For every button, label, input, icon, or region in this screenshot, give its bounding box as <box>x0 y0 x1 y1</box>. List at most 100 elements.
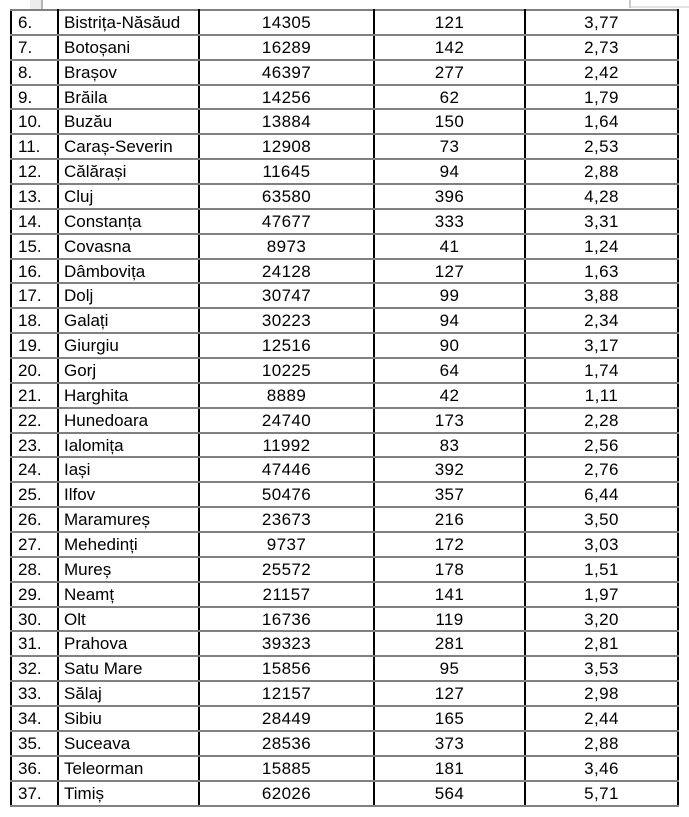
table-row: 8. Brașov 46397 277 2,42 <box>10 58 679 86</box>
value2-cell: 41 <box>373 232 526 260</box>
value3-cell: 2,44 <box>524 705 679 732</box>
value3-cell: 1,79 <box>524 83 679 111</box>
value1-cell: 8889 <box>198 381 375 409</box>
value2-cell: 178 <box>373 555 526 583</box>
county-name-cell: Covasna <box>57 232 200 260</box>
value1-cell: 13884 <box>198 108 375 136</box>
table-row: 10. Buzău 13884 150 1,64 <box>10 108 679 136</box>
value1-cell: 12157 <box>198 680 375 708</box>
county-name-cell: Hunedoara <box>57 406 200 434</box>
county-name-cell: Mehedinți <box>57 531 200 558</box>
county-name-cell: Dolj <box>57 282 200 310</box>
value1-cell: 12516 <box>198 332 375 360</box>
table-row: 21. Harghita 8889 42 1,11 <box>10 381 679 409</box>
county-name-cell: Harghita <box>57 381 200 409</box>
row-number-cell: 17. <box>10 282 59 310</box>
row-number-cell: 24. <box>10 456 59 484</box>
table-row: 31. Prahova 39323 281 2,81 <box>10 630 679 658</box>
row-number-cell: 14. <box>10 207 59 235</box>
row-number-cell: 18. <box>10 307 59 335</box>
row-number-cell: 30. <box>10 605 59 633</box>
table-row: 20. Gorj 10225 64 1,74 <box>10 357 679 384</box>
table-row: 29. Neamț 21157 141 1,97 <box>10 580 679 608</box>
table-row: 11. Caraș-Severin 12908 73 2,53 <box>10 133 679 161</box>
county-name-cell: Gorj <box>57 357 200 384</box>
value1-cell: 50476 <box>198 481 375 509</box>
county-name-cell: Giurgiu <box>57 332 200 360</box>
county-name-cell: Caraș-Severin <box>57 133 200 161</box>
row-number-cell: 31. <box>10 630 59 658</box>
value3-cell: 3,31 <box>524 207 679 235</box>
value2-cell: 90 <box>373 332 526 360</box>
value2-cell: 73 <box>373 133 526 161</box>
value1-cell: 47677 <box>198 207 375 235</box>
county-name-cell: Satu Mare <box>57 655 200 683</box>
value2-cell: 357 <box>373 481 526 509</box>
table-row: 36. Teleorman 15885 181 3,46 <box>10 754 679 782</box>
value2-cell: 150 <box>373 108 526 136</box>
value3-cell: 1,24 <box>524 232 679 260</box>
value1-cell: 9737 <box>198 531 375 558</box>
row-number-cell: 11. <box>10 133 59 161</box>
row-number-cell: 22. <box>10 406 59 434</box>
value2-cell: 121 <box>373 9 526 36</box>
county-name-cell: Botoșani <box>57 33 200 61</box>
value3-cell: 3,17 <box>524 332 679 360</box>
value3-cell: 2,98 <box>524 680 679 708</box>
value2-cell: 277 <box>373 58 526 86</box>
county-name-cell: Iași <box>57 456 200 484</box>
row-number-cell: 8. <box>10 58 59 86</box>
value3-cell: 2,88 <box>524 158 679 186</box>
row-number-cell: 23. <box>10 431 59 459</box>
county-table-body: 6. Bistrița-Năsăud 14305 121 3,77 7. Bot… <box>10 9 679 807</box>
value1-cell: 24128 <box>198 257 375 285</box>
county-name-cell: Teleorman <box>57 754 200 782</box>
value1-cell: 30747 <box>198 282 375 310</box>
value2-cell: 62 <box>373 83 526 111</box>
value3-cell: 2,34 <box>524 307 679 335</box>
cropped-row-remnant-right <box>629 0 631 8</box>
county-name-cell: Suceava <box>57 729 200 757</box>
value1-cell: 10225 <box>198 357 375 384</box>
value3-cell: 3,50 <box>524 506 679 534</box>
value3-cell: 3,03 <box>524 531 679 558</box>
value1-cell: 14256 <box>198 83 375 111</box>
county-name-cell: Bistrița-Năsăud <box>57 9 200 36</box>
value2-cell: 119 <box>373 605 526 633</box>
table-row: 33. Sălaj 12157 127 2,98 <box>10 680 679 708</box>
value2-cell: 181 <box>373 754 526 782</box>
value1-cell: 15856 <box>198 655 375 683</box>
table-row: 23. Ialomița 11992 83 2,56 <box>10 431 679 459</box>
value1-cell: 62026 <box>198 779 375 807</box>
county-name-cell: Neamț <box>57 580 200 608</box>
value3-cell: 4,28 <box>524 183 679 210</box>
county-name-cell: Brașov <box>57 58 200 86</box>
table-row: 37. Timiș 62026 564 5,71 <box>10 779 679 807</box>
county-name-cell: Călărași <box>57 158 200 186</box>
value2-cell: 127 <box>373 680 526 708</box>
value2-cell: 95 <box>373 655 526 683</box>
county-name-cell: Constanța <box>57 207 200 235</box>
value1-cell: 12908 <box>198 133 375 161</box>
row-number-cell: 32. <box>10 655 59 683</box>
value3-cell: 1,63 <box>524 257 679 285</box>
value3-cell: 3,88 <box>524 282 679 310</box>
value2-cell: 396 <box>373 183 526 210</box>
value1-cell: 46397 <box>198 58 375 86</box>
table-row: 34. Sibiu 28449 165 2,44 <box>10 705 679 732</box>
table-row: 16. Dâmbovița 24128 127 1,63 <box>10 257 679 285</box>
value1-cell: 28536 <box>198 729 375 757</box>
table-row: 28. Mureș 25572 178 1,51 <box>10 555 679 583</box>
row-number-cell: 34. <box>10 705 59 732</box>
table-row: 15. Covasna 8973 41 1,24 <box>10 232 679 260</box>
row-number-cell: 15. <box>10 232 59 260</box>
table-row: 17. Dolj 30747 99 3,88 <box>10 282 679 310</box>
row-number-cell: 19. <box>10 332 59 360</box>
row-number-cell: 37. <box>10 779 59 807</box>
value3-cell: 3,20 <box>524 605 679 633</box>
table-row: 30. Olt 16736 119 3,20 <box>10 605 679 633</box>
row-number-cell: 28. <box>10 555 59 583</box>
county-name-cell: Galați <box>57 307 200 335</box>
value3-cell: 1,74 <box>524 357 679 384</box>
